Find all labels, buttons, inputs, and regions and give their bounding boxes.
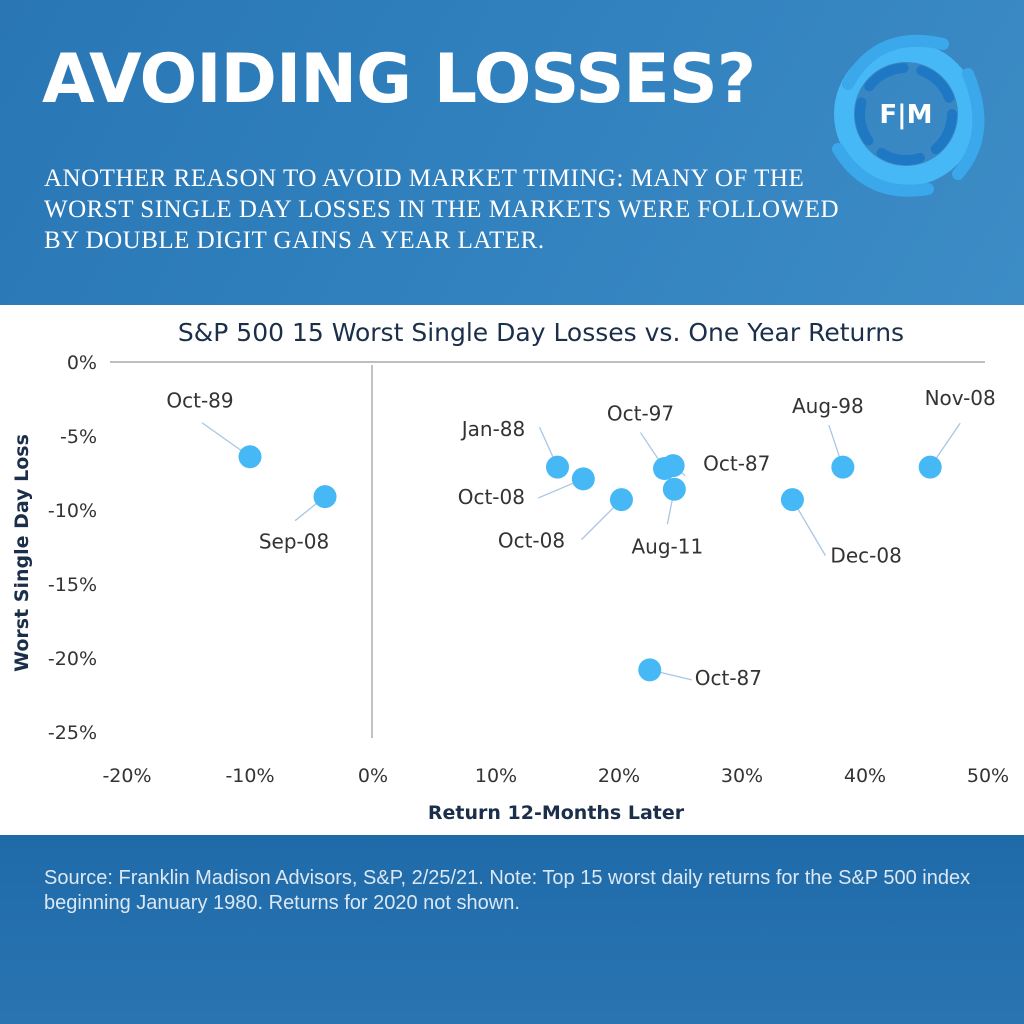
footer-banner [0, 835, 1024, 1024]
x-tick-label: 20% [598, 765, 640, 787]
data-label: Oct-87 [695, 666, 762, 690]
data-label: Nov-08 [925, 386, 996, 410]
data-label: Sep-08 [259, 530, 329, 554]
data-point [918, 455, 942, 479]
data-label: Oct-97 [607, 402, 674, 426]
y-tick-label: 0% [67, 352, 97, 374]
x-tick-label: 50% [967, 765, 1009, 787]
x-tick-label: -20% [102, 765, 151, 787]
x-tick-label: 30% [721, 765, 763, 787]
y-axis-label: Worst Single Day Loss [11, 434, 33, 672]
data-point [609, 488, 633, 512]
data-point [638, 658, 662, 682]
chart-panel [0, 305, 1024, 835]
data-label: Jan-88 [460, 417, 526, 441]
fm-logo-icon: F|M [832, 34, 985, 197]
x-tick-label: 40% [844, 765, 886, 787]
data-point [780, 488, 804, 512]
y-tick-label: -25% [48, 722, 97, 744]
x-tick-label: 0% [358, 765, 388, 787]
header-banner: AVOIDING LOSSES? ANOTHER REASON TO AVOID… [0, 0, 1024, 305]
data-point [662, 477, 686, 501]
data-label: Oct-08 [458, 485, 525, 509]
x-tick-label: 10% [475, 765, 517, 787]
x-tick-label: -10% [225, 765, 274, 787]
data-point [831, 455, 855, 479]
data-label: Dec-08 [830, 544, 901, 568]
data-point [238, 445, 262, 469]
x-axis-label: Return 12-Months Later [428, 802, 685, 824]
data-point [313, 485, 337, 509]
data-point [661, 454, 685, 478]
page-subtitle: ANOTHER REASON TO AVOID MARKET TIMING: M… [44, 165, 839, 254]
chart-title: S&P 500 15 Worst Single Day Losses vs. O… [178, 318, 904, 347]
page-title: AVOIDING LOSSES? [42, 40, 756, 119]
y-tick-label: -10% [48, 500, 97, 522]
data-label: Aug-11 [631, 534, 703, 558]
source-note: Source: Franklin Madison Advisors, S&P, … [44, 867, 971, 914]
y-tick-label: -20% [48, 648, 97, 670]
data-label: Aug-98 [792, 394, 864, 418]
data-label: Oct-08 [498, 529, 565, 553]
data-label: Oct-89 [166, 389, 233, 413]
scatter-chart: S&P 500 15 Worst Single Day Losses vs. O… [11, 318, 1009, 824]
logo-text: F|M [879, 100, 932, 130]
data-label: Oct-87 [703, 452, 770, 476]
y-tick-label: -15% [48, 574, 97, 596]
y-tick-label: -5% [60, 426, 97, 448]
data-point [571, 467, 595, 491]
data-point [546, 455, 569, 479]
